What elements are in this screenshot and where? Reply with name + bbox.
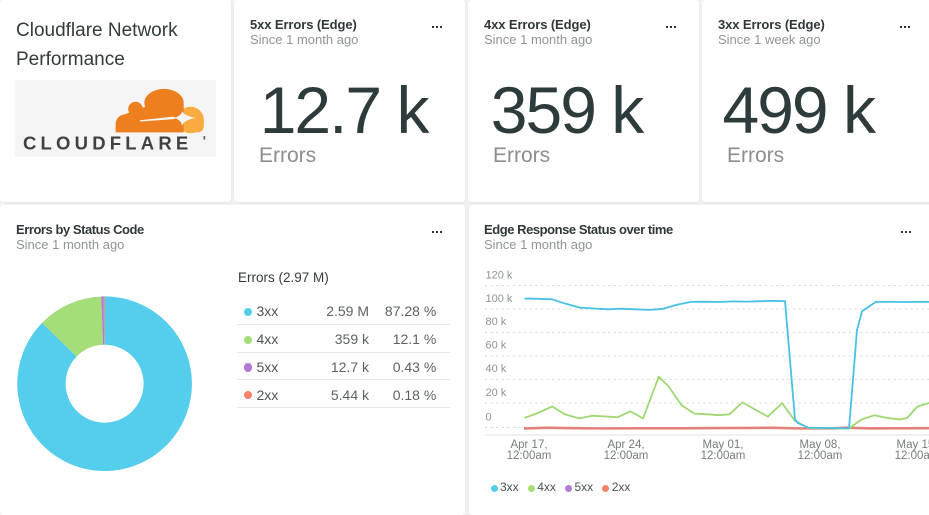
svg-text:12:00am: 12:00am [797, 450, 842, 462]
svg-text:Apr 17,: Apr 17, [510, 439, 547, 451]
svg-text:May 15,: May 15, [896, 439, 929, 451]
svg-text:80 k: 80 k [485, 316, 506, 328]
svg-text:May 01,: May 01, [702, 439, 743, 451]
svg-text:12:00am: 12:00am [894, 450, 929, 462]
svg-text:120 k: 120 k [485, 269, 512, 281]
svg-text:12:00am: 12:00am [700, 450, 745, 462]
svg-text:May 08,: May 08, [799, 439, 840, 451]
svg-text:100 k: 100 k [485, 293, 512, 305]
svg-text:Apr 24,: Apr 24, [607, 439, 644, 451]
svg-text:20 k: 20 k [485, 387, 506, 399]
svg-text:40 k: 40 k [485, 363, 506, 375]
svg-text:CLOUDFLARE: CLOUDFLARE [23, 133, 192, 154]
svg-text:12:00am: 12:00am [506, 450, 551, 462]
svg-text:12:00am: 12:00am [603, 450, 648, 462]
svg-text:0: 0 [485, 411, 491, 423]
svg-text:60 k: 60 k [485, 340, 506, 352]
